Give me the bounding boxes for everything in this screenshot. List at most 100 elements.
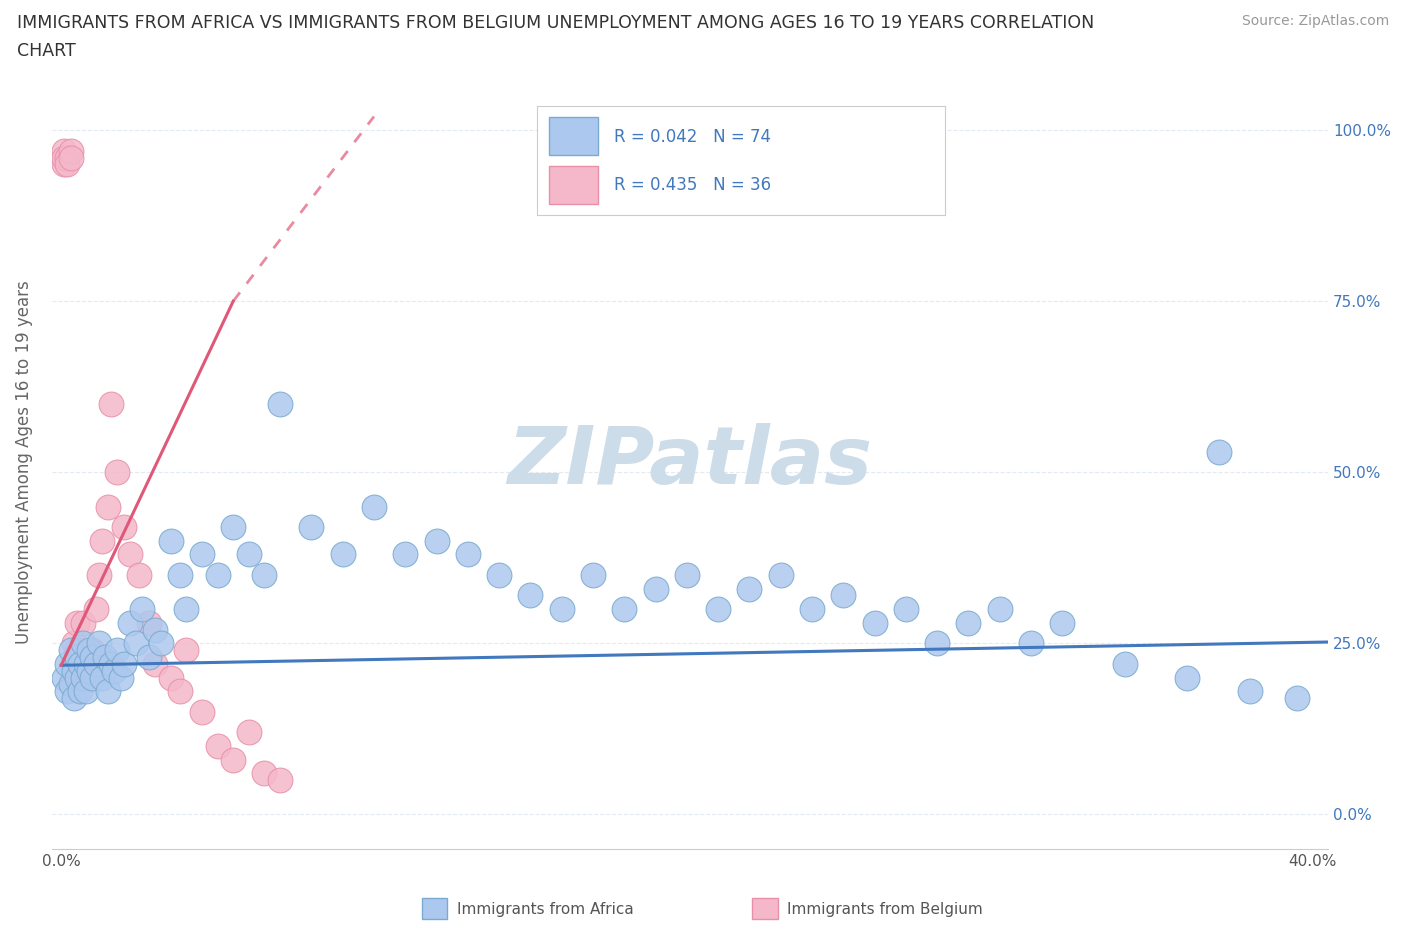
- Point: [66, 671, 89, 685]
- Point: [75, 657, 97, 671]
- Point: [143, 657, 166, 671]
- Point: [269, 396, 291, 411]
- Text: Source: ZipAtlas.com: Source: ZipAtlas.com: [1241, 14, 1389, 28]
- Y-axis label: Unemployment Among Ages 16 to 19 years: Unemployment Among Ages 16 to 19 years: [15, 280, 32, 644]
- Point: [59, 150, 82, 165]
- Point: [222, 752, 245, 767]
- Point: [79, 643, 101, 658]
- Point: [87, 636, 110, 651]
- Point: [457, 547, 479, 562]
- Point: [925, 636, 948, 651]
- Point: [1175, 671, 1198, 685]
- Point: [253, 766, 276, 781]
- Point: [59, 677, 82, 692]
- Point: [800, 602, 823, 617]
- Point: [143, 622, 166, 637]
- Point: [87, 567, 110, 582]
- Point: [550, 602, 572, 617]
- Point: [75, 684, 97, 698]
- Point: [62, 691, 84, 706]
- Point: [72, 636, 94, 651]
- Point: [103, 663, 125, 678]
- Point: [738, 581, 761, 596]
- Point: [53, 143, 76, 158]
- Point: [238, 547, 260, 562]
- Point: [1114, 657, 1136, 671]
- Point: [207, 567, 229, 582]
- Point: [79, 671, 101, 685]
- Point: [66, 616, 89, 631]
- Point: [675, 567, 697, 582]
- Point: [1239, 684, 1261, 698]
- Text: IMMIGRANTS FROM AFRICA VS IMMIGRANTS FROM BELGIUM UNEMPLOYMENT AMONG AGES 16 TO : IMMIGRANTS FROM AFRICA VS IMMIGRANTS FRO…: [17, 14, 1094, 32]
- Point: [53, 157, 76, 172]
- Point: [299, 520, 322, 535]
- Point: [59, 143, 82, 158]
- Point: [110, 671, 132, 685]
- Point: [253, 567, 276, 582]
- Point: [159, 671, 181, 685]
- Point: [957, 616, 980, 631]
- Point: [66, 643, 89, 658]
- Point: [56, 657, 79, 671]
- Point: [62, 636, 84, 651]
- Point: [1050, 616, 1073, 631]
- Point: [56, 684, 79, 698]
- Point: [1019, 636, 1042, 651]
- Point: [174, 643, 197, 658]
- Point: [394, 547, 416, 562]
- Point: [112, 657, 135, 671]
- Point: [128, 567, 150, 582]
- Point: [488, 567, 510, 582]
- Point: [769, 567, 792, 582]
- Point: [79, 663, 101, 678]
- Point: [138, 650, 160, 665]
- Text: Immigrants from Belgium: Immigrants from Belgium: [787, 902, 983, 917]
- Point: [69, 657, 91, 671]
- Point: [94, 650, 117, 665]
- Point: [363, 499, 385, 514]
- Point: [169, 567, 191, 582]
- Point: [863, 616, 886, 631]
- Text: ZIPatlas: ZIPatlas: [508, 423, 873, 501]
- Point: [191, 547, 214, 562]
- Point: [56, 157, 79, 172]
- Point: [131, 602, 153, 617]
- Point: [90, 671, 112, 685]
- Point: [125, 636, 148, 651]
- Point: [207, 738, 229, 753]
- Point: [425, 533, 447, 548]
- Point: [159, 533, 181, 548]
- Point: [238, 724, 260, 739]
- Text: CHART: CHART: [17, 42, 76, 60]
- Point: [97, 499, 120, 514]
- Point: [138, 616, 160, 631]
- Point: [72, 671, 94, 685]
- Point: [69, 657, 91, 671]
- Point: [75, 657, 97, 671]
- Point: [613, 602, 636, 617]
- Point: [107, 465, 129, 480]
- Point: [66, 650, 89, 665]
- Point: [90, 533, 112, 548]
- Point: [150, 636, 173, 651]
- Point: [894, 602, 917, 617]
- Point: [644, 581, 666, 596]
- Point: [84, 657, 107, 671]
- Point: [118, 547, 141, 562]
- Point: [519, 588, 541, 603]
- Point: [100, 396, 122, 411]
- Point: [832, 588, 855, 603]
- Point: [69, 684, 91, 698]
- Point: [53, 671, 76, 685]
- Point: [332, 547, 354, 562]
- Point: [72, 616, 94, 631]
- Point: [222, 520, 245, 535]
- Point: [107, 643, 129, 658]
- Point: [53, 150, 76, 165]
- Point: [62, 657, 84, 671]
- Point: [82, 650, 104, 665]
- Point: [707, 602, 730, 617]
- Point: [174, 602, 197, 617]
- Point: [84, 602, 107, 617]
